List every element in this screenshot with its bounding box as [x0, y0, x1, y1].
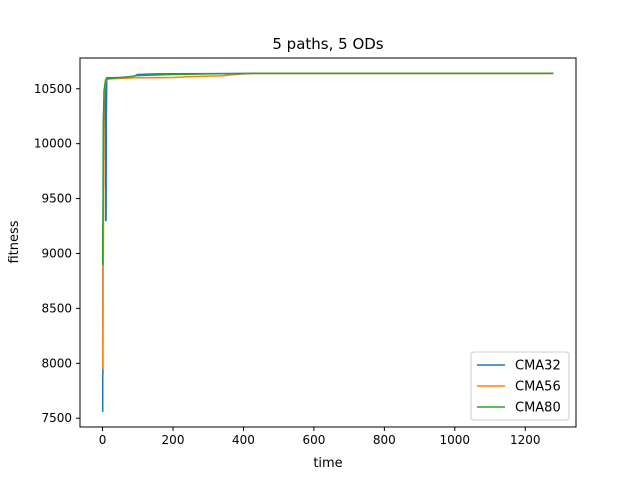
series-line-cma80 — [101, 72, 554, 266]
series-layer — [101, 72, 554, 413]
x-tick-label: 1200 — [510, 433, 541, 447]
x-axis: 0 200 400 600 800 1000 1200 — [99, 427, 541, 447]
y-tick-label: 8500 — [41, 301, 72, 315]
x-tick-label: 400 — [232, 433, 255, 447]
y-axis-label: fitness — [7, 220, 22, 263]
x-tick-label: 800 — [373, 433, 396, 447]
series-line-cma56 — [101, 72, 554, 370]
y-tick-label: 8000 — [41, 356, 72, 370]
x-tick-label: 1000 — [440, 433, 471, 447]
y-tick-label: 10000 — [34, 137, 72, 151]
y-tick-label: 9500 — [41, 192, 72, 206]
legend-frame — [470, 351, 570, 421]
y-tick-label: 10500 — [34, 82, 72, 96]
x-tick-label: 600 — [302, 433, 325, 447]
legend-label-cma32: CMA32 — [515, 359, 561, 374]
legend-label-cma80: CMA80 — [515, 401, 561, 416]
legend: CMA32 CMA56 CMA80 — [470, 351, 570, 421]
x-axis-label: time — [313, 456, 342, 471]
x-tick-label: 0 — [99, 433, 107, 447]
chart-title: 5 paths, 5 ODs — [272, 35, 383, 53]
legend-label-cma56: CMA56 — [515, 380, 561, 395]
plot-frame — [79, 57, 577, 428]
y-axis: 7500 8000 8500 9000 9500 10000 10500 — [34, 82, 80, 425]
y-tick-label: 9000 — [41, 246, 72, 260]
y-tick-label: 7500 — [41, 411, 72, 425]
x-tick-label: 200 — [162, 433, 185, 447]
